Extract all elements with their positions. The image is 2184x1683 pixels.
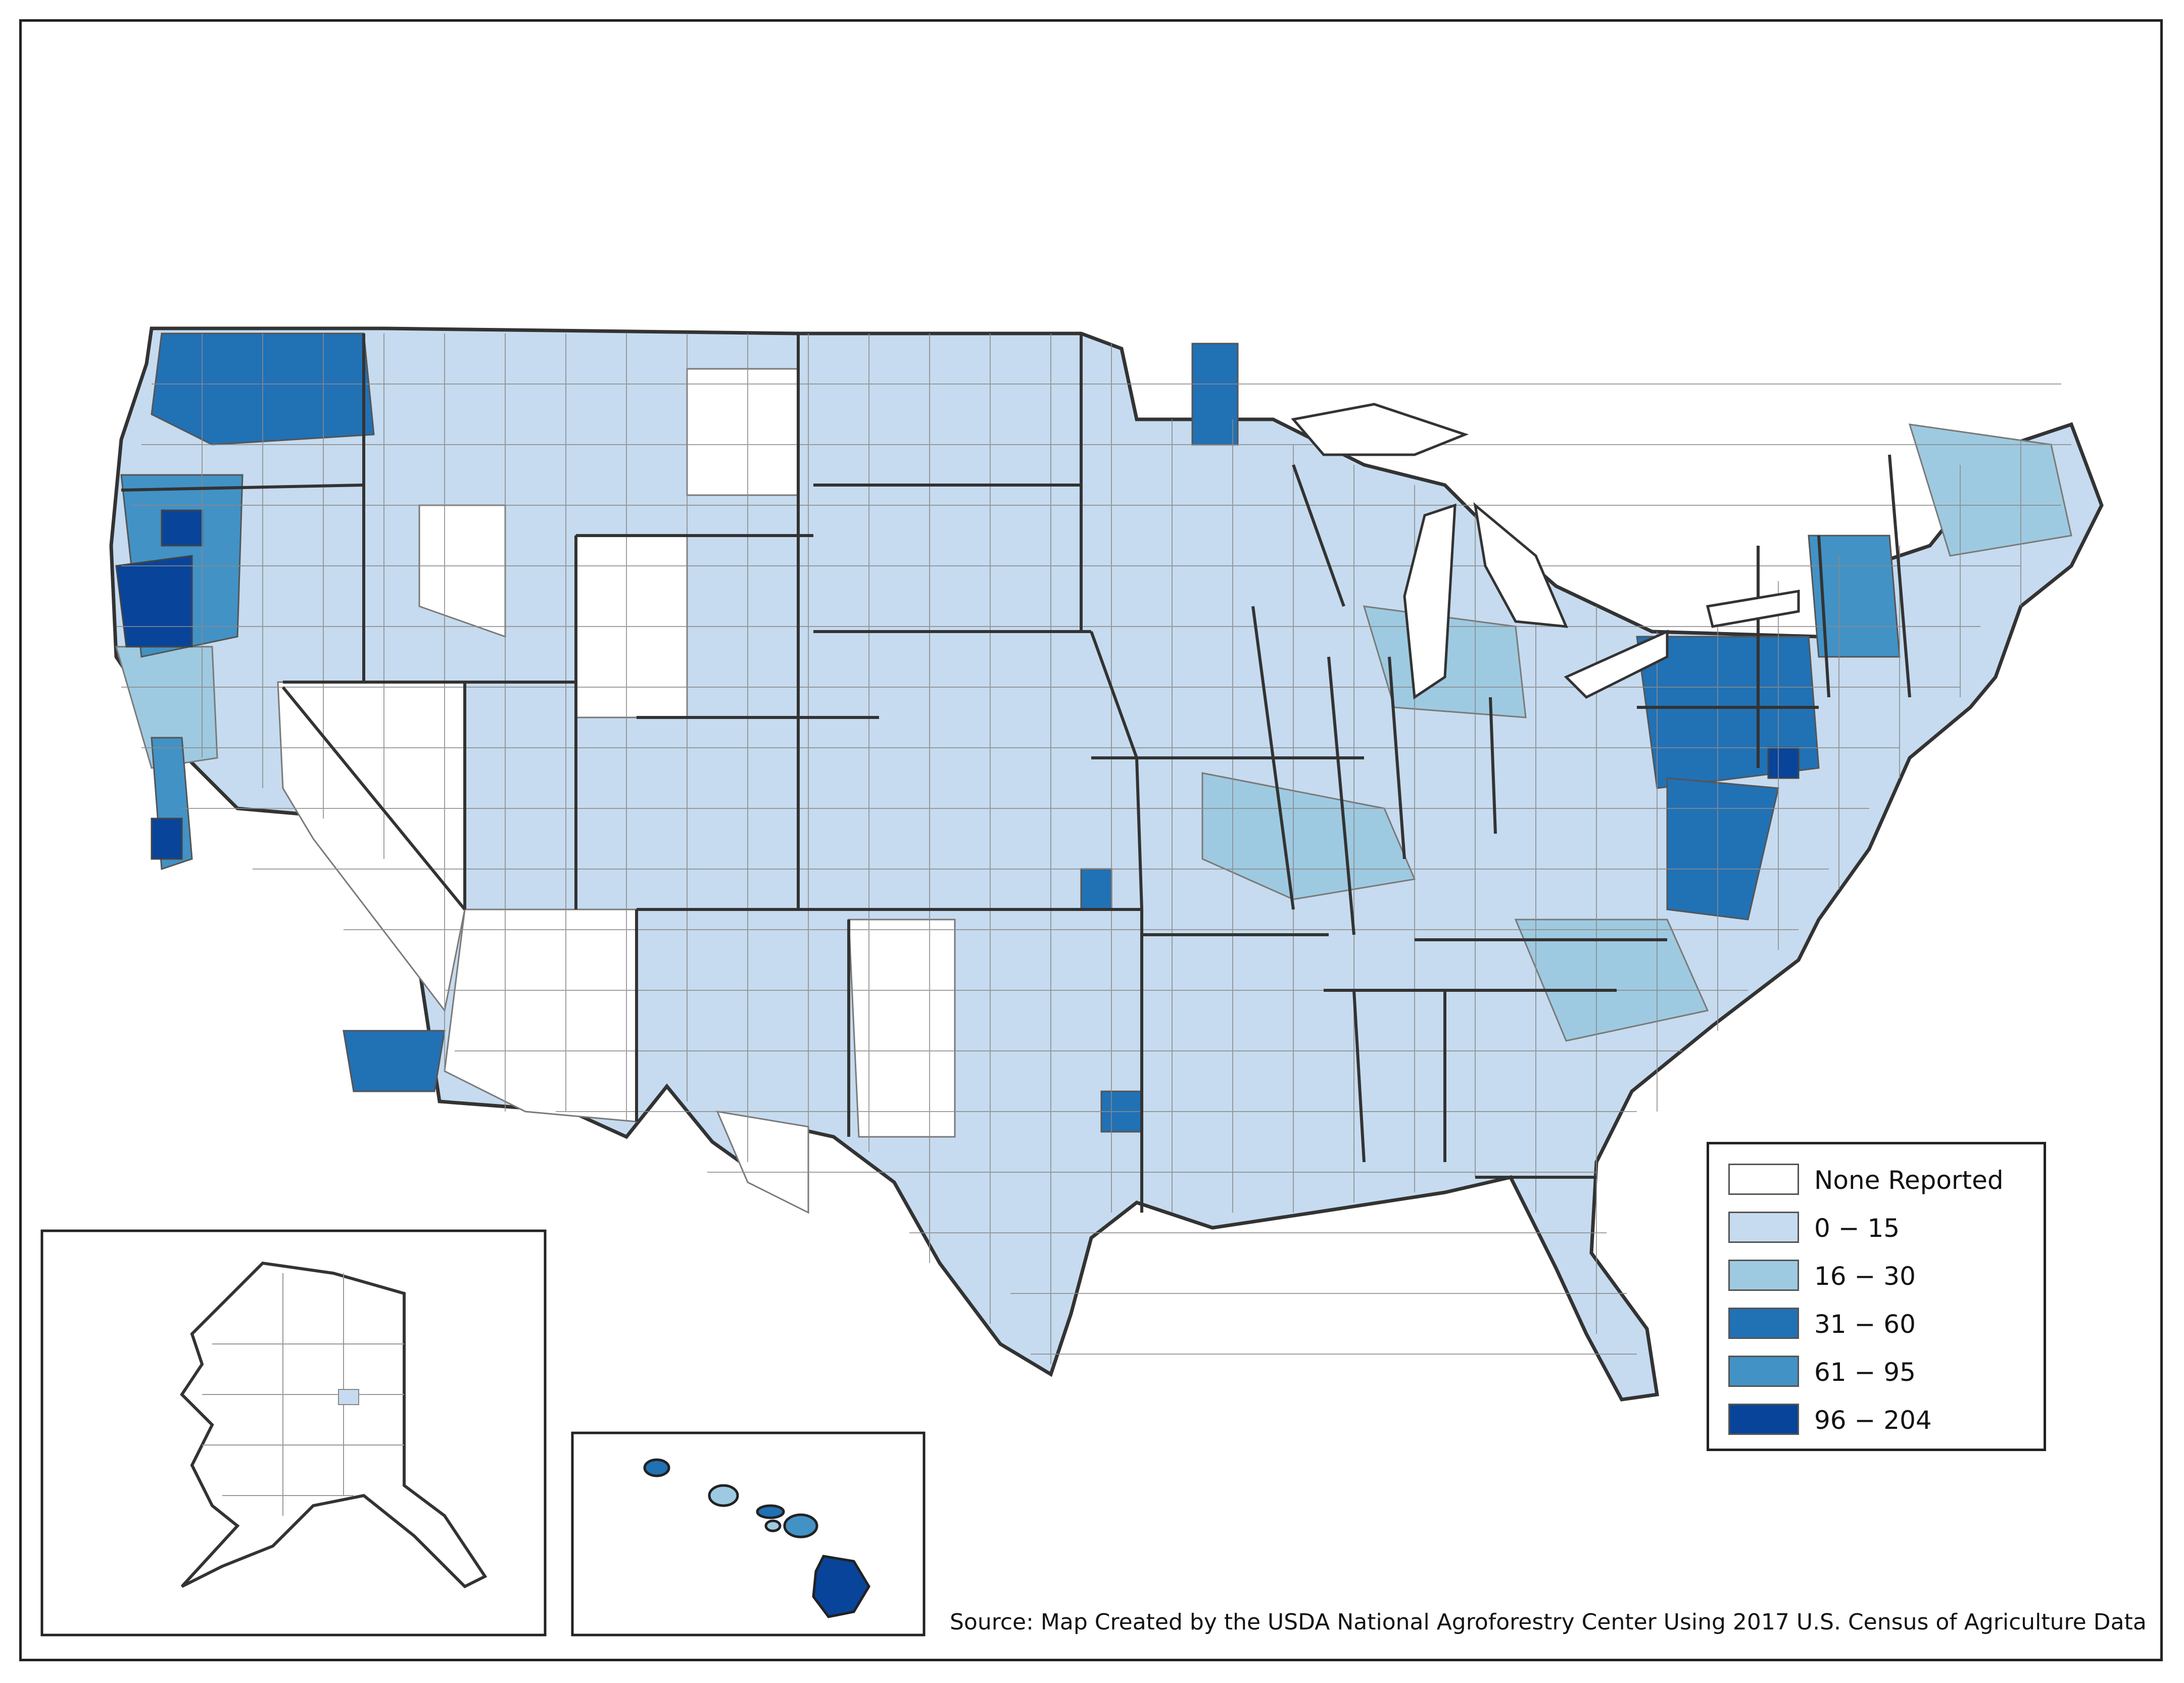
legend-label: None Reported <box>1814 1166 2004 1195</box>
legend-label: 16 − 30 <box>1814 1262 1916 1291</box>
great-lakes <box>1291 403 1800 700</box>
legend-item-0-15: 0 − 15 <box>1728 1212 2031 1247</box>
class-16-30-regions <box>115 423 2072 1042</box>
legend-swatch <box>1728 1212 1799 1243</box>
legend-swatch <box>1728 1164 1799 1195</box>
alaska-counties <box>202 1273 404 1516</box>
legend-swatch <box>1728 1308 1799 1339</box>
legend-item-16-30: 16 − 30 <box>1728 1260 2031 1295</box>
map-legend: None Reported 0 − 15 16 − 30 31 − 60 61 … <box>1707 1142 2046 1451</box>
class-96-204-regions <box>115 509 1800 860</box>
source-caption: Source: Map Created by the USDA National… <box>950 1609 2147 1635</box>
legend-swatch <box>1728 1260 1799 1291</box>
hawaii-islands <box>643 1458 870 1618</box>
legend-label: 61 − 95 <box>1814 1358 1916 1387</box>
legend-label: 0 − 15 <box>1814 1214 1900 1243</box>
legend-item-none: None Reported <box>1728 1164 2031 1199</box>
hawaii-inset-frame <box>571 1431 926 1637</box>
legend-label: 96 − 204 <box>1814 1406 1932 1435</box>
legend-label: 31 − 60 <box>1814 1310 1916 1339</box>
state-borders <box>121 333 1911 1213</box>
county-lines <box>116 333 2071 1364</box>
legend-item-31-60: 31 − 60 <box>1728 1308 2031 1343</box>
alaska-shaded-area <box>338 1389 359 1405</box>
none-reported-regions <box>277 368 956 1214</box>
legend-item-61-95: 61 − 95 <box>1728 1356 2031 1391</box>
legend-swatch <box>1728 1404 1799 1435</box>
legend-item-96-204: 96 − 204 <box>1728 1404 2031 1439</box>
legend-swatch <box>1728 1356 1799 1387</box>
